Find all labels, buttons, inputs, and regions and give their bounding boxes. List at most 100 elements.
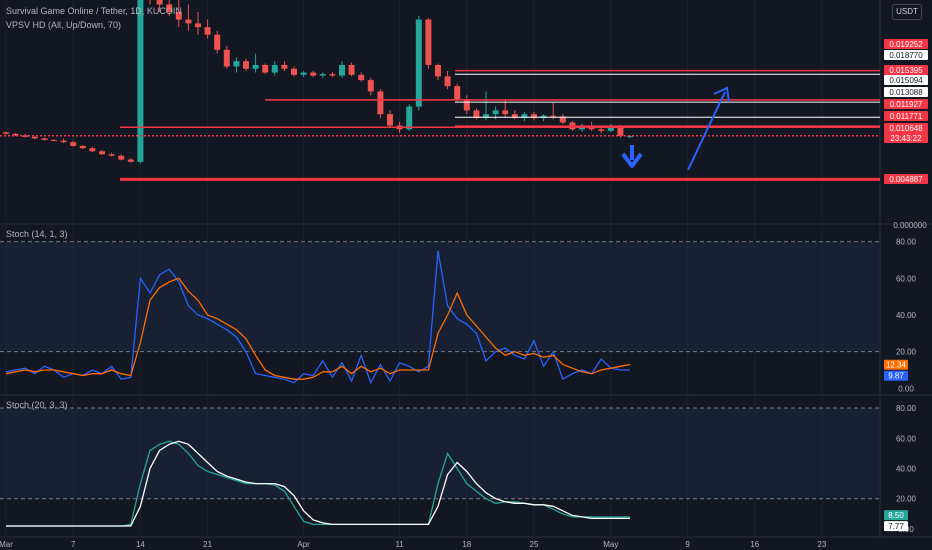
candle-body[interactable] [406, 106, 413, 130]
candle-body[interactable] [607, 125, 614, 131]
down-arrow-head[interactable] [621, 152, 643, 168]
candle-body[interactable] [387, 114, 393, 126]
candle-body[interactable] [559, 116, 566, 123]
time-tick-label: Mar [0, 540, 13, 549]
candle-body[interactable] [108, 154, 115, 156]
candle-body[interactable] [156, 0, 163, 5]
candle-body[interactable] [627, 136, 633, 138]
candle-body[interactable] [252, 64, 259, 69]
stoch-title: Stoch (20, 3, 3) [6, 400, 68, 410]
candle-body[interactable] [425, 19, 432, 65]
stoch-value-badge [884, 521, 908, 532]
candle-body[interactable] [463, 99, 470, 111]
candle-body[interactable] [511, 114, 518, 118]
volume-profile-label[interactable]: VPSV HD (All, Up/Down, 70) [6, 20, 122, 30]
candle-body[interactable] [291, 68, 297, 75]
candle-body[interactable] [502, 110, 509, 115]
price-label: 0.015395 [889, 66, 923, 75]
time-tick-label: 25 [530, 540, 539, 549]
price-label-bg [884, 87, 928, 97]
countdown-label: 23:43:22 [890, 134, 922, 143]
candle-body[interactable] [329, 74, 336, 76]
candle-body[interactable] [617, 125, 624, 137]
candle-body[interactable] [31, 136, 38, 139]
price-label-bg [884, 75, 928, 85]
candle-body[interactable] [166, 4, 173, 12]
stoch-series-d[interactable] [5, 277, 631, 380]
up-arrow-shaft[interactable] [687, 91, 726, 171]
candle-body[interactable] [99, 151, 105, 155]
stoch-axis-tick: 80.00 [896, 404, 917, 413]
candle-body[interactable] [3, 132, 9, 134]
candle-body[interactable] [175, 12, 182, 20]
candle-body[interactable] [339, 64, 345, 76]
price-label-bg [884, 65, 928, 75]
candle-body[interactable] [435, 64, 441, 77]
candle-body[interactable] [348, 64, 355, 75]
candle-body[interactable] [598, 129, 605, 131]
candle-body[interactable] [185, 19, 192, 24]
price-label: 0.018770 [889, 51, 923, 60]
candle-body[interactable] [243, 61, 249, 69]
candle-body[interactable] [531, 114, 537, 118]
candle-body[interactable] [195, 23, 201, 28]
candle-body[interactable] [358, 74, 365, 81]
candle-body[interactable] [367, 80, 374, 92]
price-label: 0.004887 [889, 175, 923, 184]
candle-body[interactable] [118, 155, 125, 160]
candle-body[interactable] [300, 72, 307, 75]
candle-body[interactable] [41, 138, 48, 140]
price-label-bg [884, 99, 928, 109]
candle-body[interactable] [204, 27, 211, 35]
time-tick-label: 7 [71, 540, 76, 549]
candle-body[interactable] [588, 127, 595, 130]
stoch-14-pane[interactable]: 80.00 60.00 40.00 20.00 0.00 Stoch (14, 1, 3)… [0, 229, 917, 393]
stoch-value-badge [884, 359, 908, 370]
candle-body[interactable] [579, 127, 585, 130]
candle-body[interactable] [483, 114, 489, 118]
time-tick-label: 18 [462, 540, 471, 549]
candle-body[interactable] [319, 74, 326, 76]
candle-body[interactable] [262, 64, 269, 73]
candle-body[interactable] [415, 19, 422, 107]
price-label-bg [884, 50, 928, 60]
candle-body[interactable] [223, 49, 230, 67]
overbought-oversold-band [0, 408, 880, 499]
stoch-series-d[interactable] [6, 440, 630, 527]
candle-body[interactable] [550, 115, 557, 117]
candle-body[interactable] [492, 110, 499, 115]
price-label: 0.010648 [889, 124, 923, 133]
candle-body[interactable] [233, 61, 240, 67]
price-label: 0.015094 [889, 76, 923, 85]
stoch-title: Stoch (14, 1, 3) [6, 229, 68, 239]
candle-body[interactable] [137, 0, 144, 162]
candle-body[interactable] [310, 72, 317, 76]
candle-body[interactable] [377, 91, 384, 115]
candle-body[interactable] [89, 148, 96, 152]
time-tick-label: 11 [395, 540, 404, 549]
candle-body[interactable] [444, 76, 451, 87]
candle-body[interactable] [127, 159, 134, 162]
candle-body[interactable] [281, 64, 288, 69]
quote-unit-badge[interactable]: USDT [892, 4, 922, 20]
up-arrow-head[interactable] [713, 86, 730, 103]
candle-body[interactable] [271, 64, 278, 73]
time-axis[interactable]: Mar 7 14 21 Apr 11 18 25 May 9 16 23 [0, 540, 827, 549]
price-label-bg [884, 39, 928, 49]
candle-body[interactable] [521, 114, 528, 118]
candle-body[interactable] [51, 139, 57, 141]
candle-body[interactable] [70, 142, 77, 146]
candle-body[interactable] [214, 34, 221, 50]
candle-body[interactable] [12, 133, 19, 136]
time-tick-label: 23 [818, 540, 827, 549]
symbol-title[interactable]: Survival Game Online / Tether, 1D, KUCOI… [6, 6, 182, 16]
candle-body[interactable] [60, 140, 67, 143]
stoch-axis-tick: 40.00 [896, 465, 917, 474]
candle-body[interactable] [454, 86, 461, 100]
candle-body[interactable] [79, 145, 86, 149]
candle-body[interactable] [473, 110, 480, 118]
stoch-series-k[interactable] [5, 250, 630, 385]
